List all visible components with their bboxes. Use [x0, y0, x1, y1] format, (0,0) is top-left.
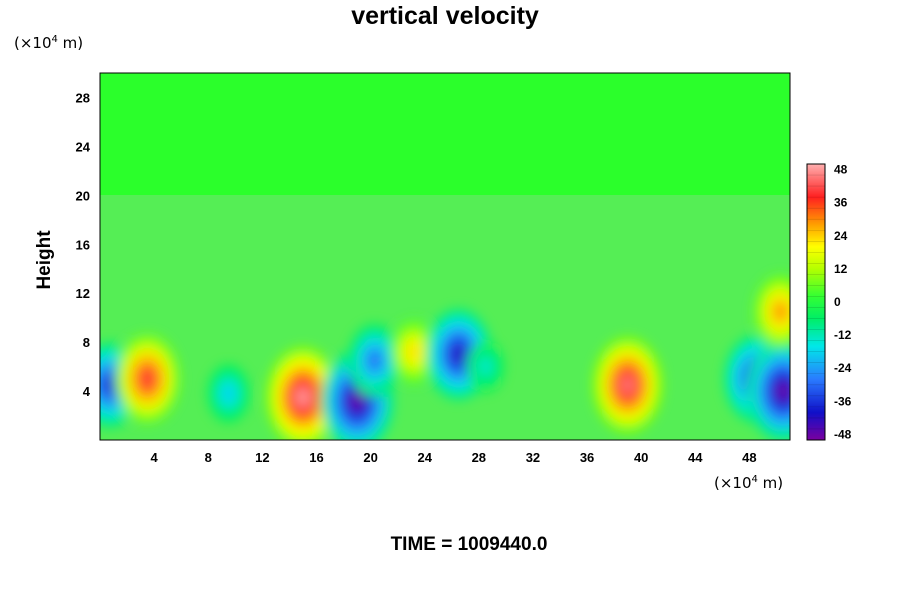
x-tick-label: 24 — [417, 450, 432, 465]
x-tick-label: 4 — [151, 450, 159, 465]
y-tick-label: 28 — [76, 90, 90, 105]
x-tick-label: 28 — [472, 450, 486, 465]
plot-area — [100, 73, 790, 440]
y-tick-label: 24 — [76, 139, 91, 154]
x-axis-unit: (×104 m) — [714, 474, 783, 492]
field-feature-7-level-4 — [451, 345, 466, 364]
field-feature-11-level-4 — [775, 381, 790, 402]
x-tick-label: 12 — [255, 450, 269, 465]
colorbar-tick-label: -12 — [834, 328, 852, 342]
field-feature-12-level-4 — [775, 304, 786, 319]
y-axis-unit: (×104 m) — [14, 34, 83, 52]
field-feature-4-level-4 — [349, 390, 365, 411]
colorbar-level-lines — [807, 174, 825, 430]
x-tick-label: 40 — [634, 450, 648, 465]
colorbar-tick-label: 36 — [834, 196, 848, 210]
colorbar-tick-label: -36 — [834, 394, 852, 408]
field-feature-9-level-4 — [620, 375, 635, 395]
field-feature-6-level-4 — [409, 345, 419, 359]
y-axis-label: Height — [34, 230, 55, 290]
field-feature-3-level-4 — [295, 387, 311, 408]
x-tick-label: 8 — [205, 450, 212, 465]
colorbar-tick-label: -48 — [834, 427, 852, 441]
colorbar-tick-label: -24 — [834, 361, 852, 375]
x-tick-label: 48 — [742, 450, 756, 465]
field-feature-8-level-4 — [481, 361, 490, 372]
y-axis: 4 8 12 16 20 24 28 — [76, 90, 91, 399]
x-tick-label: 20 — [363, 450, 377, 465]
x-tick-label: 44 — [688, 450, 703, 465]
plot-frame — [99, 72, 791, 441]
y-tick-label: 12 — [76, 286, 90, 301]
colorbar-tick-label: 48 — [834, 163, 848, 177]
time-label: TIME = 1009440.0 — [391, 534, 548, 555]
y-tick-label: 4 — [83, 384, 91, 399]
colorbar-tick-label: 12 — [834, 262, 848, 276]
x-tick-label: 32 — [526, 450, 540, 465]
y-tick-label: 8 — [83, 335, 90, 350]
x-tick-label: 36 — [580, 450, 594, 465]
colorbar-tick-label: 24 — [834, 229, 848, 243]
field-feature-5-level-4 — [369, 353, 380, 368]
colorbar-bar — [806, 163, 826, 441]
field-feature-2-level-4 — [224, 387, 233, 400]
colorbar: 48 36 24 12 0 -12 -24 -36 -48 — [806, 163, 852, 442]
field-feature-0-level-4 — [103, 376, 116, 394]
x-tick-label: 16 — [309, 450, 323, 465]
field-feature-1-level-4 — [140, 370, 154, 388]
colorbar-tick-label: 0 — [834, 295, 841, 309]
colorbar-ticks: 48 36 24 12 0 -12 -24 -36 -48 — [834, 163, 852, 442]
y-tick-label: 16 — [76, 237, 90, 252]
y-tick-label: 20 — [76, 188, 90, 203]
field-features — [100, 275, 790, 440]
chart-title: vertical velocity — [351, 2, 539, 30]
x-axis: 4 8 12 16 20 24 28 32 36 40 44 48 — [151, 450, 757, 465]
